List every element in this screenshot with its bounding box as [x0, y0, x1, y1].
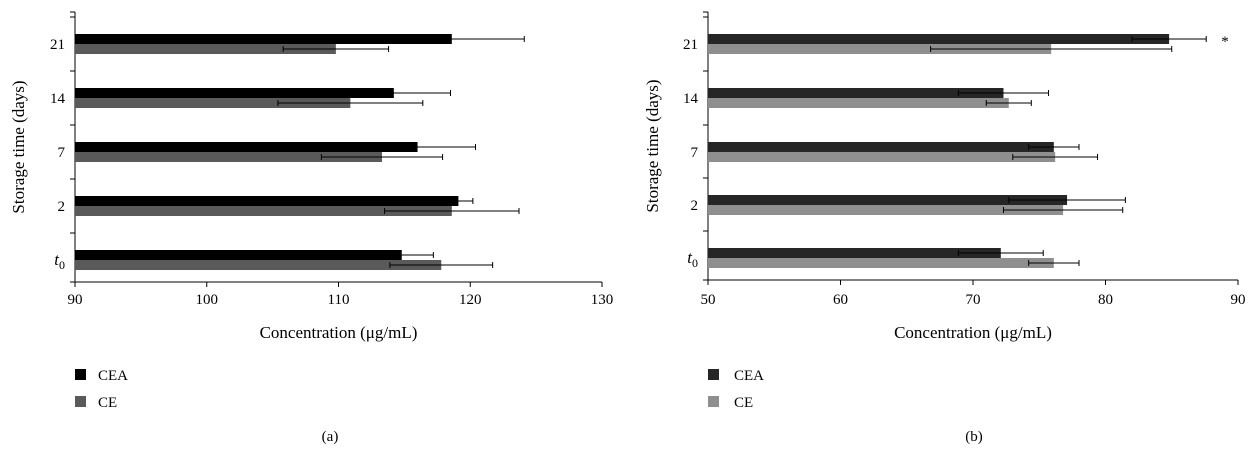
x-tick-label: 70 — [966, 292, 981, 308]
x-tick-label: 80 — [1098, 292, 1113, 308]
y-tick-label: 14 — [683, 91, 699, 107]
legend-swatch-ce — [75, 396, 86, 407]
bar-cea — [708, 34, 1170, 44]
bar-ce — [75, 98, 351, 108]
legend-label-ce: CE — [98, 395, 117, 411]
bar-cea — [708, 195, 1068, 205]
y-tick-label: 21 — [50, 37, 65, 53]
bar-ce — [708, 258, 1054, 268]
bar-cea — [708, 248, 1001, 258]
legend-swatch-cea — [708, 369, 719, 380]
bar-cea — [75, 196, 459, 206]
bar-cea — [708, 142, 1054, 152]
panel-caption: (b) — [965, 429, 983, 445]
bar-cea — [708, 88, 1004, 98]
y-tick-label: 7 — [691, 145, 699, 161]
legend-swatch-ce — [708, 396, 719, 407]
bar-ce — [75, 260, 442, 270]
bar-ce — [75, 44, 336, 54]
x-tick-label: 90 — [68, 292, 83, 308]
y-tick-label: 2 — [691, 198, 699, 214]
y-axis-label: Storage time (days) — [9, 80, 28, 213]
y-axis-label: Storage time (days) — [643, 79, 662, 212]
x-axis-label: Concentration (μg/mL) — [260, 323, 418, 342]
bar-ce — [708, 44, 1052, 54]
significance-annotation: * — [1221, 34, 1229, 50]
legend-label-cea: CEA — [734, 368, 764, 384]
x-axis-label: Concentration (μg/mL) — [894, 323, 1052, 342]
bar-cea — [75, 34, 452, 44]
y-tick-label: 14 — [50, 91, 66, 107]
bar-ce — [75, 152, 382, 162]
y-tick-label: 7 — [58, 145, 66, 161]
y-tick-label: 2 — [58, 199, 66, 215]
y-tick-label: t0 — [687, 248, 698, 270]
x-tick-label: 130 — [591, 292, 614, 308]
legend-swatch-cea — [75, 369, 86, 380]
x-tick-label: 100 — [196, 292, 219, 308]
x-tick-label: 120 — [459, 292, 482, 308]
bar-cea — [75, 88, 394, 98]
x-tick-label: 110 — [328, 292, 350, 308]
x-tick-label: 90 — [1231, 292, 1246, 308]
bar-ce — [708, 205, 1064, 215]
bar-ce — [708, 98, 1009, 108]
y-tick-label: t0 — [54, 250, 65, 272]
bar-ce — [708, 152, 1056, 162]
x-tick-label: 60 — [833, 292, 848, 308]
y-tick-label: 21 — [683, 37, 698, 53]
bar-ce — [75, 206, 452, 216]
bar-cea — [75, 142, 418, 152]
bar-cea — [75, 250, 402, 260]
panel-caption: (a) — [322, 429, 339, 445]
legend-label-ce: CE — [734, 395, 753, 411]
x-tick-label: 50 — [701, 292, 716, 308]
panel-a: 90 100 110 120 130 t0 2 7 14 21 Concentration (μg/… — [9, 11, 614, 445]
panel-b: 50 60 70 80 90 t0 2 7 14 21 * Concentration (μg/mL)… — [643, 11, 1246, 445]
legend-label-cea: CEA — [98, 368, 128, 384]
